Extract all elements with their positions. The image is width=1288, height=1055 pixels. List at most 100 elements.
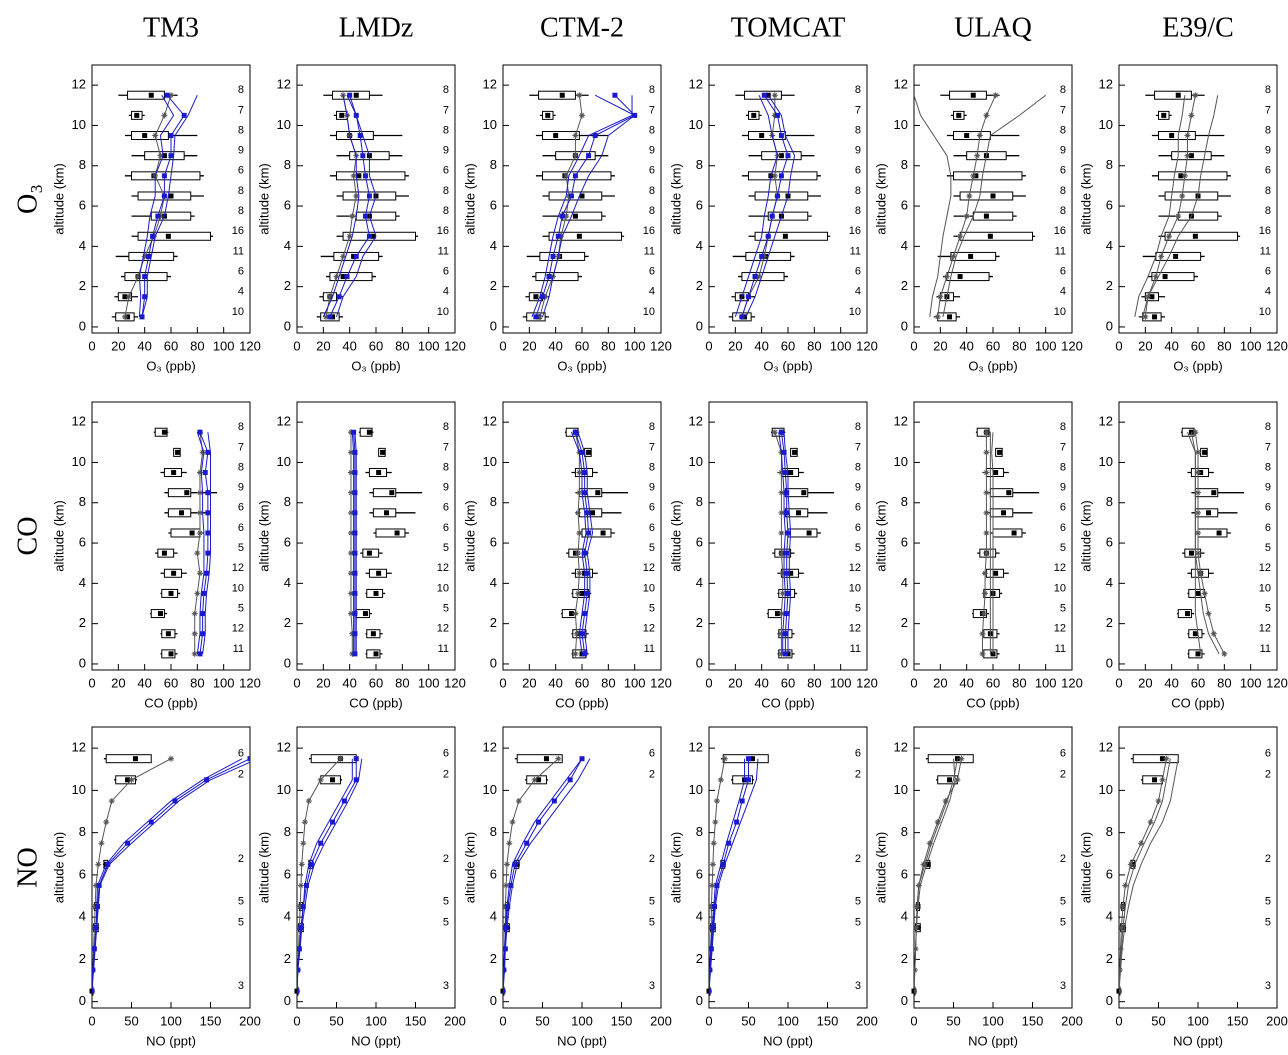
model-marker	[759, 253, 765, 259]
median	[788, 470, 794, 476]
y-tick-label: 2	[490, 951, 497, 966]
median	[788, 570, 794, 576]
x-tick-label: 80	[1012, 338, 1026, 353]
y-tick-label: 10	[689, 782, 703, 797]
median	[590, 510, 596, 516]
median	[148, 92, 154, 98]
y-axis-label: altitude (km)	[1078, 163, 1093, 235]
median	[340, 274, 346, 280]
obs-count: 6	[238, 165, 244, 177]
model-marker	[362, 213, 368, 219]
row-label: NO	[12, 847, 43, 887]
obs-count: 5	[1060, 895, 1066, 907]
iqr-box	[355, 211, 397, 221]
x-tick-label: 0	[1115, 1013, 1122, 1028]
obs-count: 6	[1265, 748, 1271, 760]
model-marker	[579, 756, 585, 762]
y-tick-label: 4	[284, 575, 291, 590]
median	[1195, 651, 1201, 657]
model-marker	[584, 590, 590, 596]
model-marker	[584, 510, 590, 516]
model-marker	[317, 776, 324, 783]
model-marker	[347, 449, 354, 456]
model-marker	[563, 172, 570, 179]
model-line	[1144, 95, 1196, 317]
y-tick-label: 10	[483, 782, 497, 797]
model-marker	[551, 798, 557, 804]
model-marker	[779, 570, 786, 577]
model-marker	[1142, 313, 1149, 320]
iqr-box	[1158, 131, 1196, 141]
obs-count: 6	[855, 748, 861, 760]
model-marker	[362, 173, 368, 179]
iqr-box	[1132, 754, 1179, 764]
obs-count: 10	[849, 582, 861, 594]
model-marker	[784, 570, 790, 576]
model-marker	[95, 904, 101, 910]
model-marker	[161, 112, 168, 119]
model-marker	[1195, 489, 1201, 496]
iqr-box	[754, 191, 809, 201]
model-marker	[709, 861, 716, 868]
obs-count: 6	[1060, 265, 1066, 277]
obs-count: 4	[855, 286, 861, 298]
model-marker	[709, 882, 716, 889]
x-tick-label: 150	[611, 1013, 633, 1028]
model-marker	[326, 293, 333, 300]
model-marker	[563, 213, 570, 220]
y-tick-label: 6	[490, 197, 497, 212]
plot-frame	[91, 726, 251, 1009]
model-marker	[974, 152, 981, 159]
model-line	[914, 758, 956, 992]
median	[353, 92, 359, 98]
x-tick-label: 150	[405, 1013, 427, 1028]
median	[179, 510, 185, 516]
obs-count: 8	[1060, 84, 1066, 96]
x-tick-label: 0	[88, 675, 95, 690]
median	[1162, 274, 1168, 280]
y-tick-label: 12	[277, 740, 291, 755]
model-lines	[531, 92, 638, 320]
model-line	[124, 95, 172, 317]
obs-count: 6	[238, 522, 244, 534]
y-tick-label: 10	[72, 117, 86, 132]
x-tick-label: 100	[777, 1013, 799, 1028]
iqr-box	[359, 427, 373, 437]
y-tick-label: 10	[689, 117, 703, 132]
obs-count: 2	[649, 769, 655, 781]
x-tick-label: 40	[754, 675, 768, 690]
plot-frame	[296, 726, 456, 1009]
model-line	[141, 94, 185, 317]
iqr-box	[542, 131, 580, 141]
y-axis-label: altitude (km)	[668, 500, 683, 572]
median	[1161, 112, 1167, 118]
median	[970, 92, 976, 98]
obs-count: 12	[643, 623, 655, 635]
panel: 0 20 40 60 80 100 120 0 2 4 6 8 10 12 CO (ppb) altitude…	[51, 401, 261, 710]
column-title: E39/C	[1162, 12, 1234, 43]
x-tick-label: 200	[1061, 1013, 1083, 1028]
model-line	[1119, 758, 1179, 992]
model-line	[503, 758, 583, 992]
model-marker	[709, 988, 712, 994]
model-marker	[205, 449, 211, 455]
model-marker	[572, 152, 579, 159]
obs-count: 8	[238, 84, 244, 96]
y-tick-label: 0	[696, 993, 703, 1008]
model-marker	[1184, 152, 1191, 159]
model-marker	[161, 193, 167, 199]
model-marker	[531, 776, 538, 783]
model-marker	[920, 861, 927, 868]
model-marker	[96, 882, 102, 888]
x-tick-label: 0	[293, 1013, 300, 1028]
model-marker	[347, 509, 354, 516]
iqr-box	[137, 231, 211, 241]
median	[796, 510, 802, 516]
obs-count: 2	[238, 769, 244, 781]
model-marker	[979, 650, 986, 657]
model-lines	[347, 429, 358, 657]
x-tick-label: 100	[1035, 338, 1057, 353]
median	[1192, 631, 1198, 637]
column-title: TOMCAT	[731, 12, 846, 43]
